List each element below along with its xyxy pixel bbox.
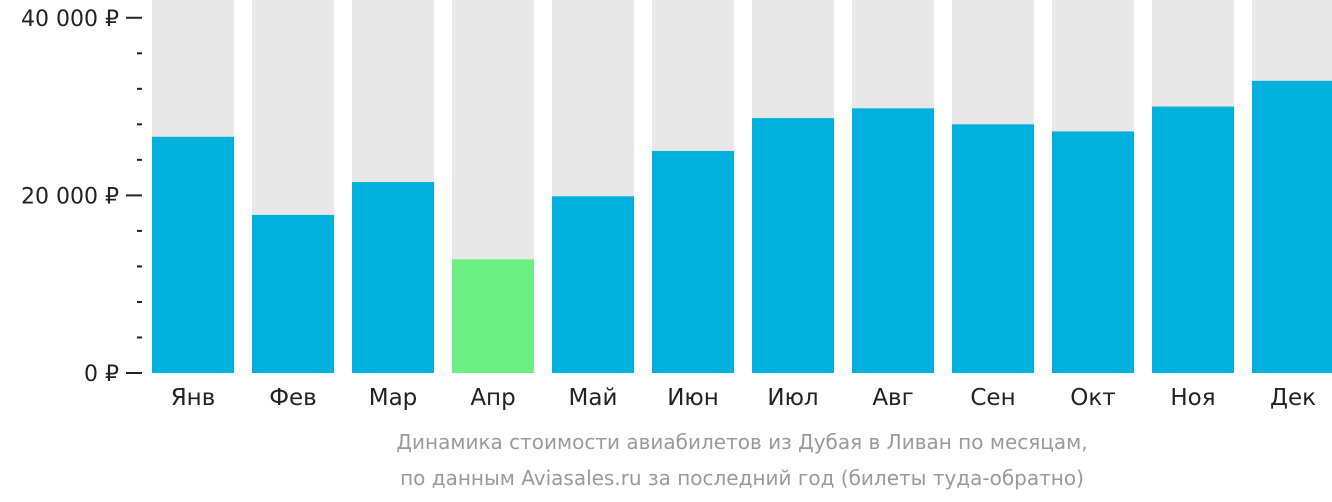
chart-caption-line2: по данным Aviasales.ru за последний год …: [400, 466, 1084, 490]
bar-8: [852, 108, 934, 373]
bar-1: [152, 136, 234, 373]
x-tick-label: Окт: [1070, 385, 1115, 411]
y-tick-label: 0 ₽: [84, 362, 119, 387]
x-tick-label: Дек: [1270, 385, 1316, 411]
x-tick-label: Сен: [970, 385, 1015, 411]
x-tick-label: Фев: [269, 385, 317, 411]
bars: [152, 80, 1332, 374]
bar-2: [252, 214, 334, 373]
bar-5: [552, 196, 634, 373]
bar-3: [352, 182, 434, 373]
bar-4: [452, 259, 534, 373]
chart-caption-line1: Динамика стоимости авиабилетов из Дубая …: [396, 430, 1088, 454]
x-tick-label: Ноя: [1170, 385, 1215, 411]
x-tick-label: Май: [569, 385, 618, 411]
x-tick-label: Апр: [470, 385, 515, 411]
x-axis: Янв Фев Мар Апр Май Июн Июл Авг Сен Окт Ноя Дек: [171, 385, 1316, 411]
y-tick-label: 20 000 ₽: [21, 184, 119, 209]
bar-7: [752, 118, 834, 373]
bar-11: [1152, 106, 1234, 374]
x-tick-label: Авг: [872, 385, 913, 411]
x-tick-label: Июн: [667, 385, 719, 411]
bar-12: [1252, 80, 1332, 374]
x-tick-label: Янв: [171, 385, 216, 411]
y-tick-label: 40 000 ₽: [21, 7, 119, 32]
y-axis: 0 ₽ 20 000 ₽ 40 000 ₽: [21, 7, 142, 387]
bar-10: [1052, 131, 1134, 373]
bar-6: [652, 150, 734, 373]
x-tick-label: Мар: [369, 385, 418, 411]
bar-9: [952, 124, 1034, 373]
x-tick-label: Июл: [767, 385, 818, 411]
